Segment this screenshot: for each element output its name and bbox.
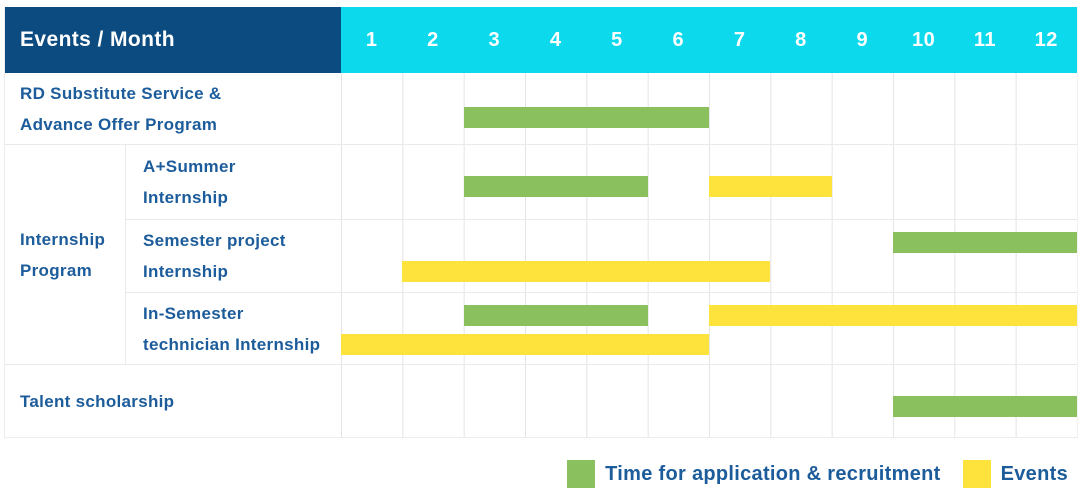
months-cell-in-semester-technician	[341, 293, 1077, 365]
row-label-line: Talent scholarship	[20, 391, 175, 411]
month-header-8: 8	[795, 28, 807, 51]
row-label-line: Semester project	[143, 231, 286, 250]
header-corner-cell: Events / Month	[5, 7, 341, 73]
month-header-7: 7	[733, 28, 746, 51]
legend: Time for application & recruitment Event…	[567, 459, 1068, 489]
row-label-line: Internship	[143, 262, 229, 281]
month-header-3: 3	[488, 28, 501, 51]
month-header-12: 12	[1034, 28, 1058, 51]
header-title: Events / Month	[20, 28, 175, 51]
row-label-line: A+Summer	[143, 157, 236, 176]
row-label-semester-project: Semester project Internship	[125, 220, 341, 293]
table-body: RD Substitute Service & Advance Offer Pr…	[5, 73, 1077, 437]
row-label-in-semester-technician: In-Semester technician Internship	[125, 293, 341, 365]
gantt-bar-event	[709, 305, 1077, 326]
gantt-table: Events / Month 1 2 3 4 5 6 7 8 9 10 11 12 RD Substi…	[4, 7, 1078, 438]
months-cell-semester-project	[341, 220, 1077, 293]
month-header-11: 11	[973, 28, 997, 51]
month-header-9: 9	[856, 28, 869, 51]
months-cell-rd-substitute	[341, 73, 1077, 145]
months-cell-a-plus-summer	[341, 145, 1077, 220]
row-label-line: Internship	[143, 188, 229, 207]
month-header-2: 2	[427, 28, 439, 51]
legend-label-application: Time for application & recruitment	[605, 462, 941, 485]
gantt-bar-application	[893, 232, 1077, 253]
row-label-line: Advance Offer Program	[20, 114, 218, 134]
row-group-label-internship-program: Internship Program	[5, 145, 125, 365]
months-cell-talent-scholarship	[341, 365, 1077, 437]
gantt-bar-event	[709, 176, 832, 197]
row-label-rd-substitute: RD Substitute Service & Advance Offer Pr…	[5, 73, 341, 145]
month-header-4: 4	[549, 28, 562, 51]
row-label-line: technician Internship	[143, 334, 321, 354]
gantt-bar-event	[402, 261, 771, 282]
group-label-line: Internship	[20, 229, 106, 249]
gantt-bar-event	[341, 334, 709, 355]
legend-label-events: Events	[1000, 462, 1068, 485]
row-label-line: In-Semester	[143, 303, 244, 323]
months-header: 1 2 3 4 5 6 7 8 9 10 11 12	[341, 7, 1077, 73]
green-swatch-icon	[567, 460, 596, 488]
month-header-6: 6	[672, 28, 685, 51]
group-label-line: Program	[20, 260, 93, 280]
row-label-line: RD Substitute Service &	[20, 83, 222, 103]
row-label-talent-scholarship: Talent scholarship	[5, 365, 341, 437]
month-header-10: 10	[911, 28, 936, 51]
legend-item-application: Time for application & recruitment	[567, 460, 940, 488]
row-label-a-plus-summer: A+Summer Internship	[125, 145, 341, 220]
month-header-5: 5	[611, 28, 623, 51]
gantt-bar-application	[893, 396, 1077, 417]
yellow-swatch-icon	[962, 460, 991, 488]
month-header-1: 1	[365, 28, 378, 51]
gantt-bar-application	[463, 305, 648, 326]
gantt-bar-application	[463, 176, 648, 197]
legend-item-events: Events	[962, 460, 1068, 488]
table-header-row: Events / Month 1 2 3 4 5 6 7 8 9 10 11 12	[5, 7, 1077, 73]
gantt-bar-application	[463, 107, 709, 128]
